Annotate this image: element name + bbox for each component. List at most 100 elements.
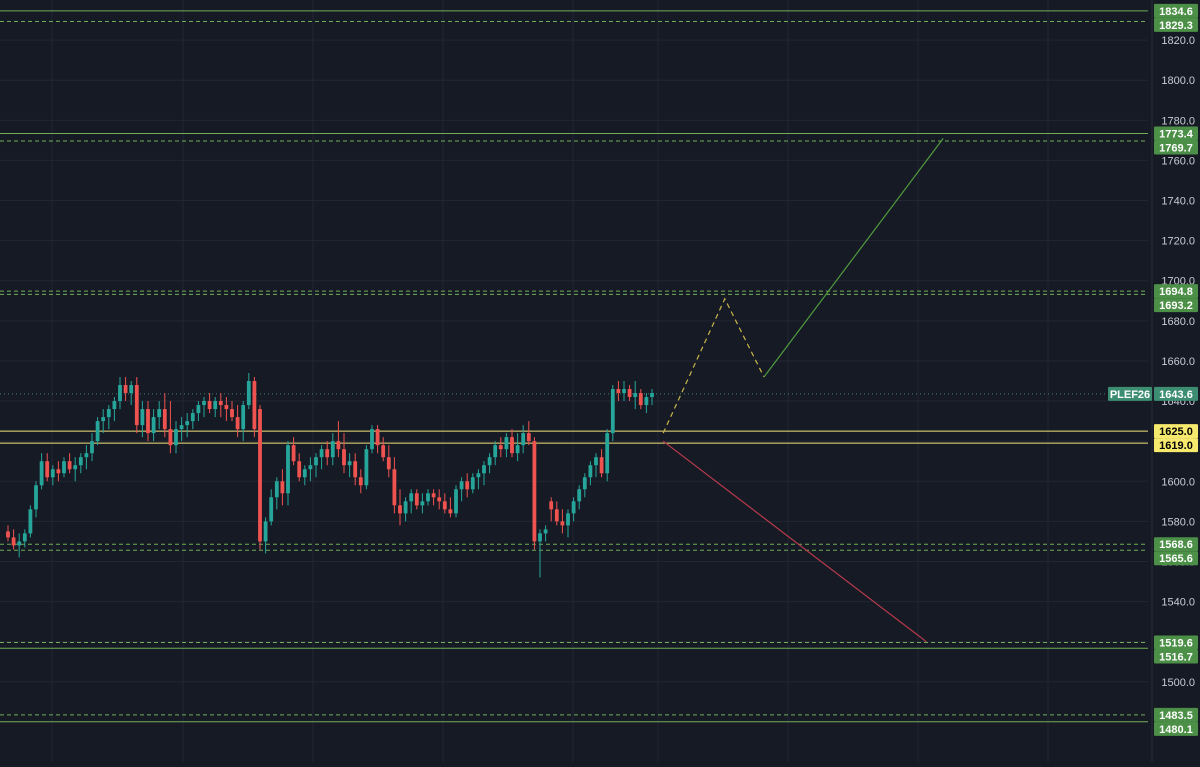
y-tick-label: 1600.0 — [1161, 476, 1195, 488]
last-price-label-background — [1154, 386, 1198, 401]
candle-body — [174, 429, 178, 446]
candle-body — [577, 489, 582, 502]
candle-body — [571, 501, 576, 514]
candle-body — [302, 469, 307, 478]
symbol-tag: PLEF26 — [1110, 389, 1150, 401]
candle-body — [633, 393, 638, 398]
candle-body — [50, 469, 55, 478]
candle-body — [106, 409, 111, 418]
candle-body — [17, 541, 22, 546]
level-price-label: 1519.6 — [1159, 637, 1193, 649]
candle-body — [207, 401, 212, 410]
candle-body — [22, 533, 27, 542]
candle-body — [638, 393, 643, 406]
candle-body — [353, 461, 358, 478]
candle-body — [605, 433, 610, 474]
candle-body — [627, 389, 632, 398]
level-price-label-background — [1154, 126, 1198, 141]
candle-body — [6, 531, 10, 538]
level-price-label: 1516.7 — [1159, 651, 1193, 663]
candle-body — [118, 385, 122, 402]
candle-body — [504, 437, 509, 450]
candle-body — [95, 421, 100, 442]
candle-body — [112, 401, 117, 410]
candle-body — [398, 505, 402, 514]
candle-body — [34, 485, 38, 510]
candle-body — [134, 385, 139, 426]
candle-body — [470, 477, 475, 490]
candle-body — [291, 445, 296, 462]
y-tick-label: 1780.0 — [1161, 115, 1195, 127]
candle-body — [644, 397, 649, 406]
candle-body — [347, 461, 352, 466]
candle-body — [157, 409, 162, 418]
candle-body — [386, 457, 391, 470]
candle-body — [123, 385, 128, 394]
price-axis-labels: 1834.6 1829.3 1773.4 1769.7 1694.8 1693.2 1568… — [1108, 3, 1198, 736]
candle-body — [532, 441, 537, 542]
level-price-label: 1829.3 — [1159, 20, 1193, 32]
candle-body — [566, 513, 570, 526]
candle-body — [560, 521, 565, 526]
candle-body — [235, 417, 240, 430]
candle-body — [549, 501, 554, 510]
candle-body — [151, 417, 156, 434]
candle-body — [241, 405, 246, 430]
level-price-label-background — [1154, 298, 1198, 313]
candle-body — [196, 405, 201, 414]
candle-body — [336, 441, 341, 450]
level-price-label: 1834.6 — [1159, 6, 1193, 18]
candle-body — [213, 401, 218, 410]
bullish-second-leg-line — [763, 138, 944, 378]
candle-body — [622, 389, 626, 394]
candle-body — [375, 429, 380, 446]
candle-body — [392, 469, 397, 506]
candle-body — [459, 481, 464, 490]
level-price-label-background — [1154, 551, 1198, 566]
candle-body — [308, 465, 313, 470]
candle-body — [179, 425, 184, 430]
candle-body — [493, 445, 498, 458]
candle-body — [498, 445, 503, 450]
candle-body — [269, 497, 274, 522]
level-price-label: 1568.6 — [1159, 539, 1193, 551]
key-level-price-label: 1625.0 — [1159, 426, 1193, 438]
key-level-price-label: 1619.0 — [1159, 440, 1193, 452]
candle-body — [168, 429, 173, 446]
candle-body — [616, 389, 621, 394]
y-tick-label: 1800.0 — [1161, 75, 1195, 87]
candle-body — [274, 481, 279, 498]
y-tick-label: 1820.0 — [1161, 35, 1195, 47]
candle-body — [78, 457, 83, 466]
candle-body — [510, 437, 514, 454]
candle-body — [28, 509, 33, 534]
candle-body — [482, 465, 486, 474]
candle-body — [426, 493, 430, 502]
candle-body — [280, 481, 285, 494]
last-price-label: 1643.6 — [1159, 389, 1193, 401]
level-price-label: 1480.1 — [1159, 724, 1193, 736]
y-tick-label: 1740.0 — [1161, 196, 1195, 208]
level-price-label-background — [1154, 537, 1198, 552]
candle-body — [325, 449, 330, 458]
candle-body — [358, 477, 363, 486]
candle-body — [39, 461, 44, 486]
candle-body — [582, 477, 587, 490]
y-tick-label: 1500.0 — [1161, 677, 1195, 689]
candle-body — [526, 433, 531, 442]
bullish-first-leg-line — [662, 297, 765, 434]
candle-body — [414, 493, 419, 506]
candle-body — [431, 493, 436, 498]
candle-body — [403, 501, 408, 514]
candle-body — [409, 493, 414, 502]
support-resistance-levels — [0, 10, 1148, 723]
candle-body — [521, 433, 526, 446]
candle-body — [342, 449, 346, 466]
candlestick-series — [6, 372, 654, 578]
level-price-label: 1694.8 — [1159, 286, 1193, 298]
level-price-label: 1693.2 — [1159, 300, 1193, 312]
candle-body — [224, 405, 229, 410]
candle-body — [437, 497, 442, 502]
